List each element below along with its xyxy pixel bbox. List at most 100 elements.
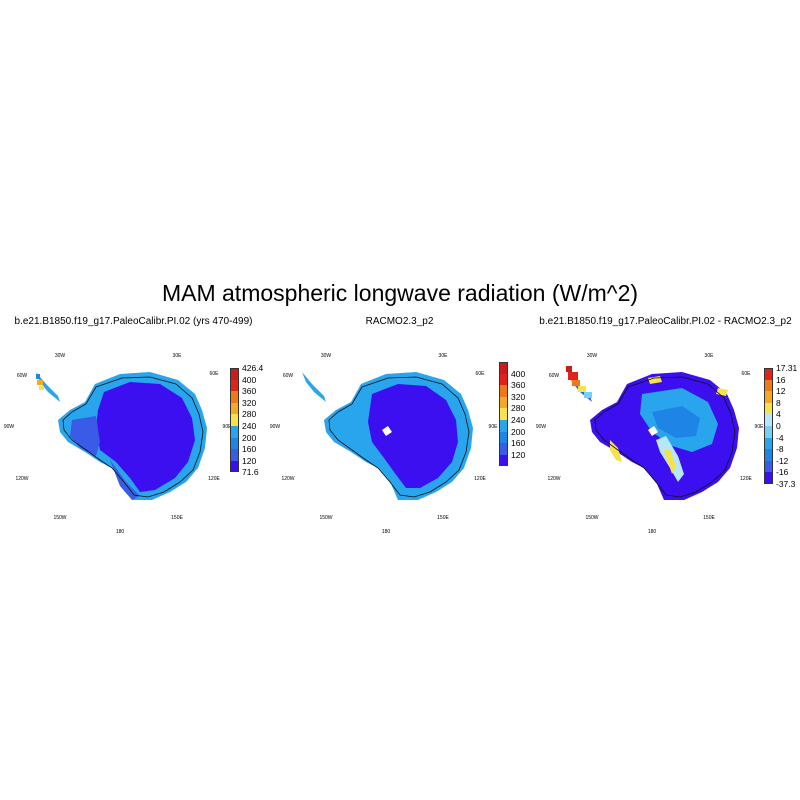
- colorbar-label: -37.3: [776, 479, 796, 489]
- lon-label: 60E: [475, 371, 485, 377]
- colorbar-segment: [230, 368, 239, 380]
- lon-label: 150E: [703, 515, 715, 521]
- colorbar-label: 8: [776, 397, 781, 408]
- antarctica-map: [36, 372, 207, 500]
- colorbar-label: -4: [776, 432, 784, 443]
- colorbar-label: 71.6: [242, 467, 259, 478]
- colorbar-label: 400: [511, 368, 526, 379]
- lon-label: 90W: [3, 424, 15, 430]
- colorbar-label: 280: [242, 409, 257, 420]
- colorbar-segment: [764, 402, 773, 415]
- colorbar-label: 426.4: [242, 363, 264, 373]
- colorbar-label: 320: [242, 397, 257, 408]
- lon-label: 120W: [15, 476, 29, 482]
- lon-label: 60W: [16, 373, 28, 379]
- lon-label: 180: [115, 529, 125, 535]
- colorbar-label: -12: [776, 455, 789, 466]
- lon-label: 120E: [474, 476, 486, 482]
- lon-label: 60W: [548, 373, 560, 379]
- colorbar-segment: [499, 362, 508, 374]
- colorbar-label: 360: [242, 386, 257, 397]
- colorbar-segment: [764, 414, 773, 426]
- colorbar-segment: [499, 408, 508, 420]
- colorbar: 400 360 320 280 240 200 160 120: [499, 362, 539, 467]
- lon-label: 60E: [209, 371, 219, 377]
- colorbar-label: 160: [511, 438, 526, 449]
- antarctica-map: [566, 366, 739, 500]
- lon-label: 180: [381, 529, 391, 535]
- colorbar-segment: [499, 420, 508, 432]
- colorbar-label: 400: [242, 374, 257, 385]
- colorbar-segment: [230, 460, 239, 473]
- colorbar-segment: [499, 373, 508, 386]
- colorbar-segment: [499, 443, 508, 455]
- panel-difference: b.e21.B1850.f19_g17.PaleoCalibr.PI.02 - …: [532, 312, 799, 544]
- lon-label: 60E: [741, 371, 751, 377]
- lon-label: 90W: [269, 424, 281, 430]
- colorbar-label: 320: [511, 391, 526, 402]
- lon-label: 120E: [208, 476, 220, 482]
- colorbar-segment: [230, 449, 239, 461]
- colorbar-label: 160: [242, 444, 257, 455]
- colorbar-label: 12: [776, 386, 786, 397]
- colorbar-label: 4: [776, 409, 781, 420]
- panel-title: b.e21.B1850.f19_g17.PaleoCalibr.PI.02 (y…: [14, 316, 253, 327]
- lon-label: 150E: [437, 515, 449, 521]
- colorbar-segment: [499, 396, 508, 409]
- coastline: [594, 376, 736, 498]
- colorbar-segment: [499, 454, 508, 467]
- colorbar-label: 17.31: [776, 363, 798, 373]
- colorbar-label: 0: [776, 421, 781, 431]
- lon-label: 150W: [53, 515, 67, 521]
- colorbar: 17.31 16 12 8 4 0 -4 -8 -12 -16 -37.3: [764, 363, 800, 489]
- panel-title: RACMO2.3_p2: [365, 316, 434, 327]
- coastline: [328, 376, 470, 498]
- colorbar-segment: [764, 437, 773, 450]
- lon-label: 120W: [281, 476, 295, 482]
- lon-label: 180: [647, 529, 657, 535]
- colorbar-segment: [764, 368, 773, 380]
- lon-label: 90E: [222, 424, 232, 430]
- main-title: MAM atmospheric longwave radiation (W/m^…: [161, 280, 639, 306]
- colorbar-outline: [764, 368, 773, 484]
- colorbar-label: -8: [776, 444, 784, 455]
- panel-model: b.e21.B1850.f19_g17.PaleoCalibr.PI.02 (y…: [0, 312, 267, 544]
- colorbar-outline: [230, 368, 239, 473]
- colorbar-segment: [764, 460, 773, 473]
- lon-label: 30E: [172, 353, 182, 359]
- colorbar-segment: [230, 437, 239, 450]
- colorbar-segment: [764, 472, 773, 484]
- lon-label: 30W: [320, 353, 332, 359]
- colorbar-label: 240: [242, 421, 257, 431]
- lon-label: 150W: [585, 515, 599, 521]
- colorbar-label: 280: [511, 403, 526, 414]
- colorbar-segment: [230, 379, 239, 392]
- land-fill: [302, 372, 473, 500]
- lon-label: 30E: [704, 353, 714, 359]
- colorbar-label: 360: [511, 380, 526, 391]
- lon-label: 150W: [319, 515, 333, 521]
- land-fill: [36, 372, 207, 500]
- lon-label: 120W: [547, 476, 561, 482]
- colorbar-label: 120: [511, 449, 526, 460]
- colorbar-segment: [230, 391, 239, 403]
- colorbar-segment: [764, 449, 773, 461]
- panel-title: b.e21.B1850.f19_g17.PaleoCalibr.PI.02 - …: [539, 316, 792, 327]
- colorbar-outline: [499, 362, 508, 467]
- colorbar-segment: [230, 414, 239, 426]
- lon-label: 30W: [54, 353, 66, 359]
- colorbar-segment: [764, 379, 773, 392]
- colorbar-label: 200: [242, 432, 257, 443]
- colorbar-segment: [230, 426, 239, 438]
- lon-label: 90E: [488, 424, 498, 430]
- colorbar-label: 16: [776, 374, 786, 385]
- lon-label: 150E: [171, 515, 183, 521]
- lon-label: 90W: [535, 424, 547, 430]
- coastline: [62, 376, 204, 498]
- antarctica-map: [302, 372, 473, 500]
- colorbar-segment: [764, 426, 773, 438]
- lon-label: 60W: [282, 373, 294, 379]
- lon-label: 30E: [438, 353, 448, 359]
- panel-racmo: RACMO2.3_p2 30W 30E 60W 60E 90W 90E 120W…: [266, 312, 533, 544]
- colorbar-segment: [499, 431, 508, 444]
